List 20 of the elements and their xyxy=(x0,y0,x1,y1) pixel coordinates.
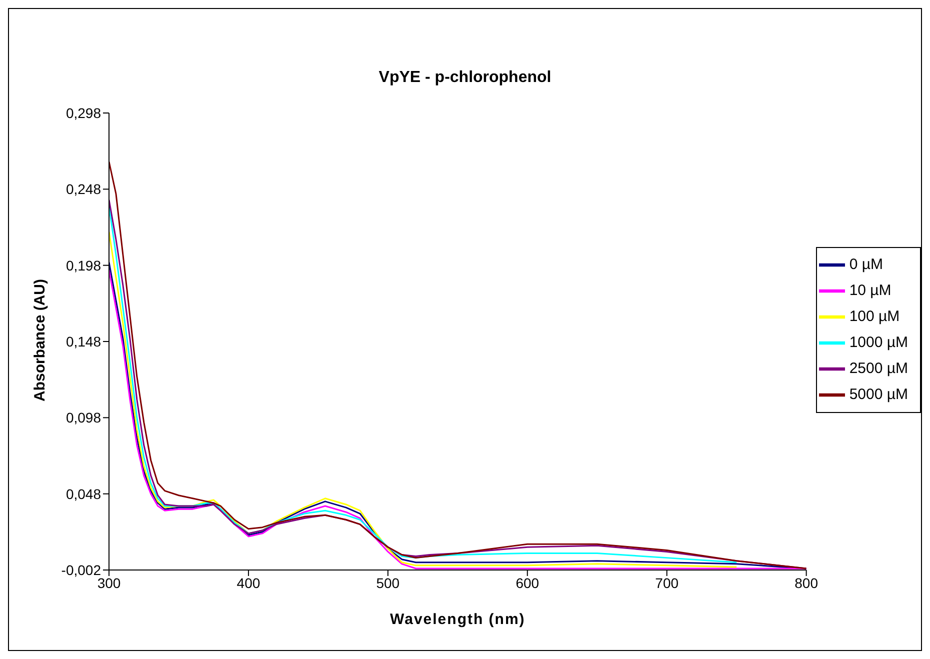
x-tick-label: 400 xyxy=(236,574,260,591)
chart-title: VpYE - p-chlorophenol xyxy=(378,69,552,87)
y-axis-title: Absorbance (AU) xyxy=(31,278,48,402)
x-tick-label: 700 xyxy=(655,574,679,591)
x-tick-label: 800 xyxy=(794,574,818,591)
y-tick-label: 0,198 xyxy=(66,257,102,274)
legend-label: 5000 µM xyxy=(849,385,908,402)
legend-label: 100 µM xyxy=(849,307,900,324)
y-tick-label: 0,098 xyxy=(66,410,102,426)
x-tick-label: 600 xyxy=(516,574,540,591)
y-tick-label: 0,148 xyxy=(66,333,102,350)
x-tick-label: 500 xyxy=(376,574,400,591)
legend-label: 2500 µM xyxy=(849,359,908,376)
legend-label: 10 µM xyxy=(849,281,892,298)
legend-label: 0 µM xyxy=(849,255,883,272)
y-tick-label: 0,248 xyxy=(66,181,102,198)
x-axis-title: Wavelength (nm) xyxy=(390,611,526,628)
y-tick-label: 0,298 xyxy=(66,104,102,121)
y-tick-label: 0,048 xyxy=(66,486,102,502)
legend-label: 1000 µM xyxy=(849,333,908,350)
